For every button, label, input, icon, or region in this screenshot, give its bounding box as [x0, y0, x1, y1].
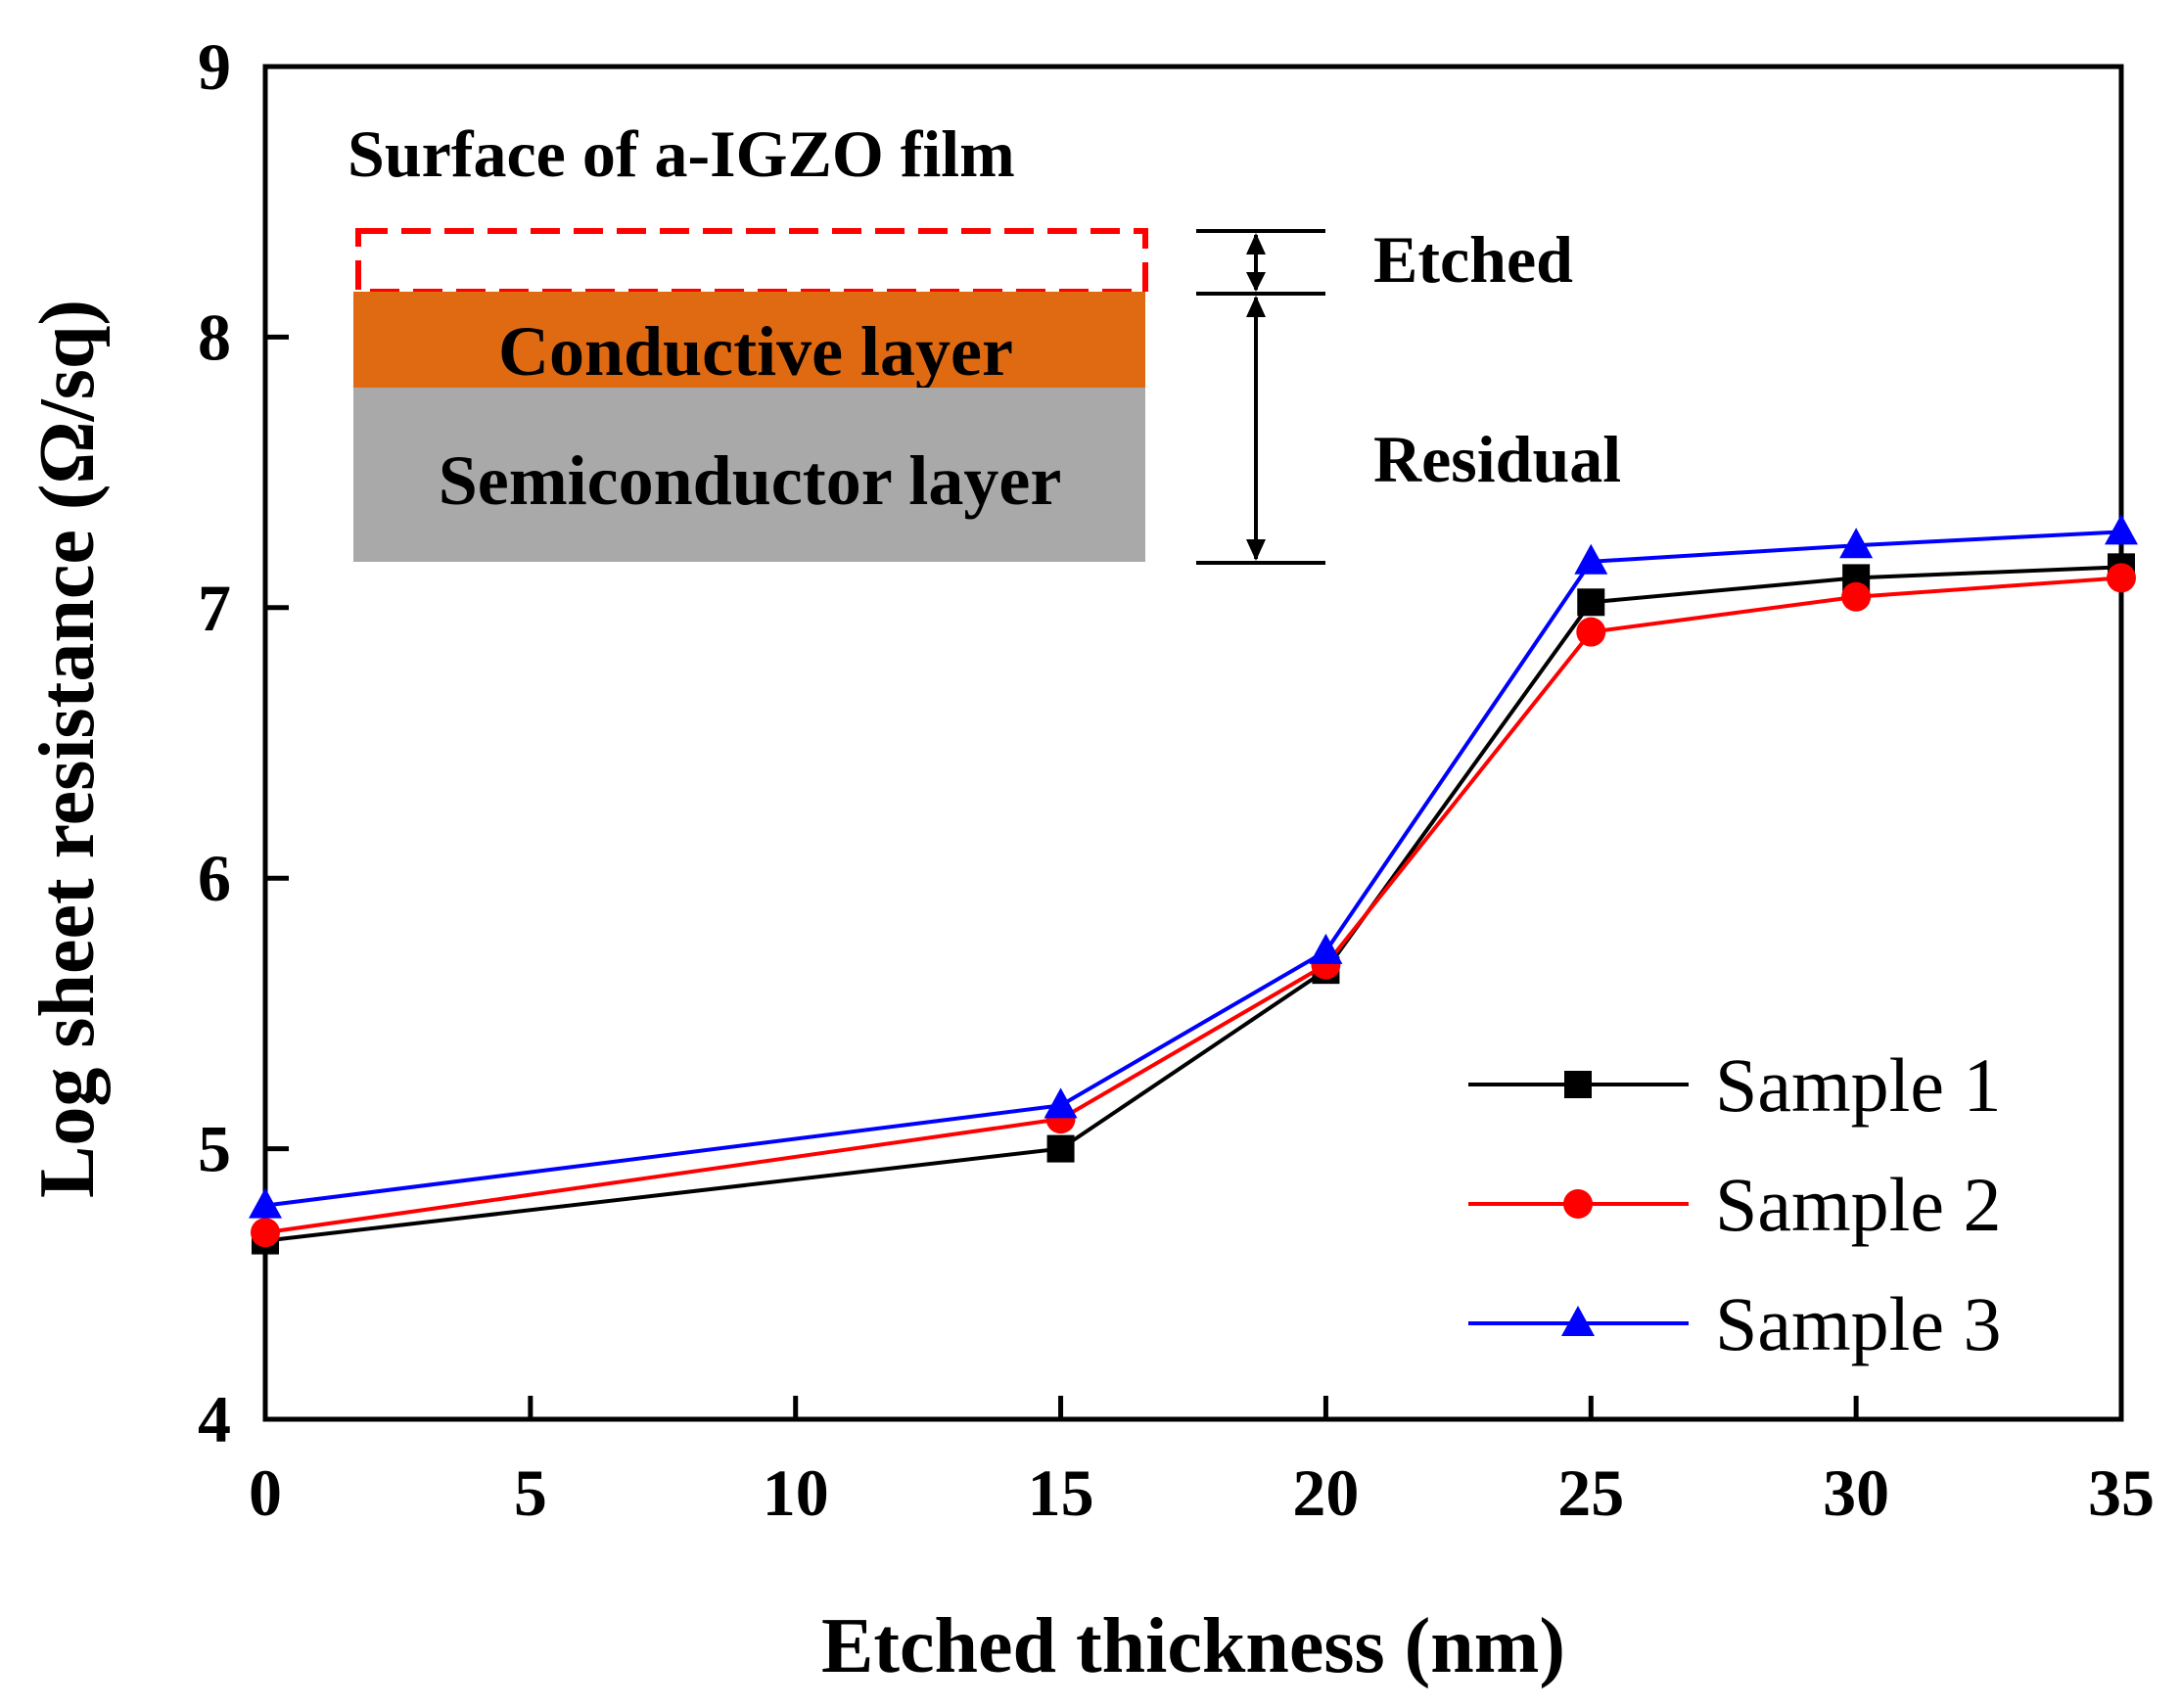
- legend-marker: [1563, 1189, 1593, 1219]
- inset-residual-arrow-down: [1246, 539, 1266, 561]
- series-1-point: [1046, 1134, 1075, 1163]
- x-tick-label: 30: [1823, 1455, 1889, 1530]
- series-3-point: [2105, 514, 2138, 545]
- inset-etched-label: Etched: [1373, 222, 1573, 297]
- x-axis-tick-labels: 0 5 10 15 20 25 30 35: [249, 1455, 2155, 1530]
- legend-item-2: Sample 2: [1468, 1162, 2001, 1247]
- inset-etched-arrow-down: [1246, 272, 1266, 292]
- series-2-line: [264, 576, 2122, 1235]
- series-2: [251, 563, 2136, 1248]
- legend-item-3: Sample 3: [1468, 1281, 2001, 1366]
- data-series: [249, 514, 2138, 1255]
- series-1: [252, 553, 2135, 1255]
- series-1-point: [1577, 588, 1605, 617]
- series-3-point: [1574, 543, 1608, 575]
- legend-marker: [1564, 1071, 1592, 1098]
- plot-area-frame: [262, 64, 2124, 1422]
- series-3-point: [1044, 1087, 1078, 1119]
- y-tick-label: 4: [198, 1382, 231, 1456]
- series-2-point: [251, 1218, 280, 1248]
- legend-label: Sample 2: [1715, 1162, 2001, 1247]
- series-3: [249, 514, 2138, 1219]
- series-2-point: [1841, 581, 1872, 612]
- y-axis-tick-labels: 4 5 6 7 8 9: [198, 29, 231, 1456]
- legend-label: Sample 3: [1715, 1281, 2001, 1366]
- inset-residual-label: Residual: [1373, 422, 1621, 496]
- y-tick-label: 6: [198, 841, 231, 915]
- series-3-point: [249, 1187, 282, 1219]
- series-3-line: [264, 530, 2122, 1208]
- inset-schematic: Surface of a-IGZO film Conductive layer …: [348, 116, 1621, 565]
- x-tick-label: 5: [514, 1455, 547, 1530]
- inset-etched-region: [355, 228, 1148, 295]
- inset-conductive-label: Conductive layer: [498, 312, 1013, 391]
- x-tick-label: 10: [763, 1455, 829, 1530]
- series-2-point: [2107, 563, 2136, 593]
- x-axis-ticks: [262, 1396, 2124, 1419]
- x-tick-label: 0: [249, 1455, 282, 1530]
- legend-item-1: Sample 1: [1468, 1042, 2001, 1128]
- y-tick-label: 7: [198, 571, 231, 645]
- series-3-point: [1839, 528, 1874, 559]
- y-tick-label: 5: [198, 1112, 231, 1186]
- series-3-point: [1309, 933, 1343, 964]
- x-axis-title: Etched thickness (nm): [821, 1603, 1565, 1689]
- x-tick-label: 20: [1292, 1455, 1359, 1530]
- y-axis-ticks: [265, 64, 289, 1422]
- y-tick-label: 8: [198, 300, 231, 374]
- legend: Sample 1 Sample 2 Sample 3: [1468, 1042, 2001, 1366]
- x-tick-label: 25: [1557, 1455, 1624, 1530]
- legend-marker: [1561, 1306, 1595, 1336]
- y-tick-label: 9: [198, 29, 231, 104]
- inset-etched-arrow-up: [1246, 233, 1266, 254]
- y-axis-title: Log sheet resistance (Ω/sq): [24, 300, 111, 1198]
- inset-semiconductor-layer: [353, 388, 1145, 562]
- series-2-point: [1576, 617, 1606, 647]
- x-tick-label: 35: [2088, 1455, 2155, 1530]
- inset-title: Surface of a-IGZO film: [348, 116, 1015, 191]
- inset-conductive-layer: [353, 292, 1145, 388]
- inset-residual-arrow-up: [1246, 296, 1266, 317]
- x-tick-label: 15: [1028, 1455, 1094, 1530]
- legend-label: Sample 1: [1715, 1042, 2001, 1128]
- series-1-line: [264, 565, 2122, 1243]
- inset-semiconductor-label: Semiconductor layer: [439, 441, 1062, 520]
